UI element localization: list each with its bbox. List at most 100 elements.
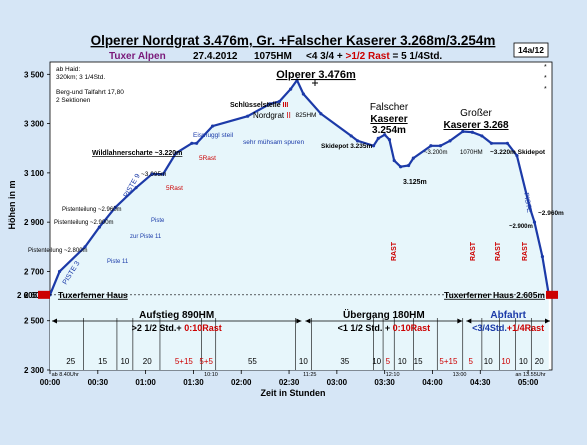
profile-point bbox=[438, 144, 443, 148]
segment-minutes: 20 bbox=[143, 357, 152, 366]
p2960-label: ~2.960m bbox=[538, 210, 564, 217]
profile-point bbox=[57, 269, 62, 274]
segment-minutes: 10 bbox=[501, 357, 510, 366]
eismuggl-label: Eismuggl steil bbox=[193, 132, 234, 139]
x-axis-label: Zeit in Stunden bbox=[261, 388, 326, 398]
profile-point bbox=[532, 220, 537, 224]
x-tick-label: 02:00 bbox=[231, 378, 252, 387]
profile-point bbox=[376, 136, 380, 140]
x-tick-label: 03:00 bbox=[327, 378, 348, 387]
segment-minutes: 5 bbox=[468, 357, 473, 366]
profile-point bbox=[528, 205, 532, 209]
skidepot-1-label: Skidepot 3.235m bbox=[321, 143, 373, 150]
arrow-head-right bbox=[545, 318, 550, 324]
profile-point bbox=[319, 112, 323, 116]
phase-name: Aufstieg 890HM bbox=[139, 310, 214, 321]
x-tick-label: 03:30 bbox=[374, 378, 395, 387]
arrow-head-left bbox=[52, 318, 57, 324]
profile-point bbox=[540, 255, 545, 259]
profile-point bbox=[461, 129, 465, 134]
summit-cross-icon bbox=[312, 80, 318, 86]
x-tick-label: 04:00 bbox=[422, 378, 443, 387]
arrow-head-left bbox=[466, 318, 472, 324]
skidepot-2-label: ~3.220m Skidepot bbox=[490, 149, 546, 156]
profile-point bbox=[448, 139, 452, 143]
falscher-label-1: Falscher bbox=[370, 102, 409, 113]
tour-code: 14a/12 bbox=[518, 45, 544, 55]
clock-mark: 10:10 bbox=[204, 372, 218, 378]
phase-detail: <3/4Std.+1/4Rast bbox=[472, 323, 544, 333]
duration-label: <4 3/4 + >1/2 Rast = 5 1/4Std. bbox=[306, 51, 442, 62]
phase-detail: <1 1/2 Std. + 0:10Rast bbox=[338, 323, 431, 333]
segment-minutes: 25 bbox=[66, 357, 75, 366]
x-tick-label: 01:30 bbox=[183, 378, 204, 387]
star-mark: * bbox=[544, 75, 547, 82]
pistenteilung-1-label: Pistenteilung ~2.960m bbox=[62, 207, 122, 213]
ascent-label: 1075HM bbox=[254, 51, 292, 62]
arrow-head-right bbox=[457, 318, 463, 324]
note-line-3: Berg-und Talfahrt 17,80 bbox=[56, 89, 124, 96]
segment-minutes: 5+15 bbox=[439, 357, 458, 366]
pistenteilung-3-label: Pistenteilung ~2.800m bbox=[28, 248, 88, 254]
grosser-label-2: Kaserer 3.268 bbox=[443, 120, 508, 131]
profile-point bbox=[406, 163, 411, 168]
segment-minutes: 10 bbox=[398, 357, 407, 366]
key-section-label: Schlüsselstelle III bbox=[230, 102, 288, 109]
base-elevation-label: 2 605 bbox=[17, 291, 38, 300]
x-tick-label: 02:30 bbox=[279, 378, 300, 387]
end-hut-label: Tuxerferner Haus 2.605m bbox=[444, 290, 545, 300]
p3095-label: ~3.095m bbox=[141, 171, 166, 178]
profile-line bbox=[48, 78, 550, 296]
start-hut-label: Tuxerferner Haus bbox=[58, 290, 128, 300]
rest-vertical-2: RAST bbox=[470, 241, 477, 261]
rest-label-2: 5Rast bbox=[166, 185, 183, 192]
profile-area bbox=[50, 80, 549, 370]
phase-detail: >2 1/2 Std.+ 0:10Rast bbox=[132, 323, 222, 333]
profile-point bbox=[301, 92, 305, 96]
segment-minutes: 55 bbox=[248, 357, 257, 366]
end-marker bbox=[546, 290, 558, 299]
profile-point bbox=[161, 172, 165, 176]
x-tick-label: 04:30 bbox=[470, 378, 491, 387]
phase-name: Abfahrt bbox=[490, 310, 526, 321]
code-box bbox=[513, 42, 549, 58]
piste-11-label: Piste 11 bbox=[107, 259, 129, 265]
y-tick-label: 2 300 bbox=[24, 366, 45, 375]
y-tick-label: 3 300 bbox=[24, 120, 45, 129]
y-tick-label: 2 700 bbox=[24, 267, 45, 276]
y-tick-label: 3 100 bbox=[24, 169, 45, 178]
rest-vertical-4: RAST bbox=[522, 241, 529, 261]
y-tick-label: 2 500 bbox=[24, 317, 45, 326]
rest-vertical-1: RAST bbox=[391, 241, 398, 261]
segment-minutes: 20 bbox=[535, 357, 544, 366]
x-tick-label: 00:30 bbox=[88, 378, 109, 387]
profile-point bbox=[399, 165, 403, 169]
profile-point bbox=[277, 99, 282, 104]
segment-minutes: 10 bbox=[120, 357, 129, 366]
profile-point bbox=[289, 87, 293, 91]
segment-minutes: 10 bbox=[484, 357, 493, 366]
peak-label: Olperer 3.476m bbox=[276, 69, 356, 81]
zur-piste-11-label: zur Piste 11 bbox=[130, 234, 162, 240]
profile-point bbox=[174, 151, 178, 155]
date-label: 27.4.2012 bbox=[193, 51, 238, 62]
grosser-label-1: Großer bbox=[460, 108, 492, 119]
clock-mark: an 13.55Uhr bbox=[515, 372, 545, 378]
p3200-label: ~3.200m bbox=[424, 150, 448, 156]
p2900-label: ~2.900m bbox=[509, 224, 533, 230]
piste-down-label: PISTE bbox=[522, 192, 532, 213]
p3125-label: 3.125m bbox=[403, 179, 427, 186]
segment-minutes: 15 bbox=[414, 357, 423, 366]
profile-point bbox=[392, 158, 396, 163]
segment-minutes: 5+5 bbox=[199, 357, 213, 366]
segment-minutes: 5+15 bbox=[175, 357, 194, 366]
profile-point bbox=[150, 172, 154, 176]
y-tick-label: 3 500 bbox=[24, 70, 45, 79]
profile-point bbox=[97, 225, 102, 229]
profile-point bbox=[210, 124, 215, 128]
clock-mark: 13:00 bbox=[453, 372, 467, 378]
segment-minutes: 15 bbox=[98, 357, 107, 366]
rest-label-1: 5Rast bbox=[199, 155, 216, 162]
